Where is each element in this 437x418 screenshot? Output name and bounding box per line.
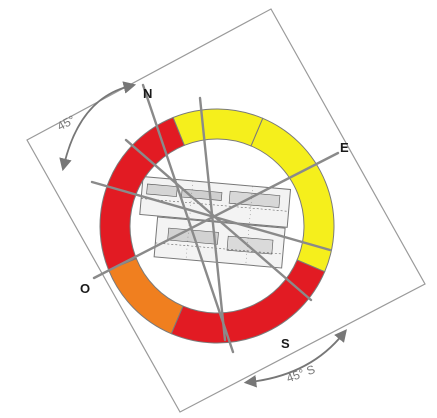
axes — [90, 83, 340, 354]
north-west-segment — [172, 108, 264, 147]
rotation-arrow-bottom — [243, 329, 347, 388]
diagonal-axis-1 — [124, 138, 313, 302]
compass-west-label: O — [80, 281, 90, 296]
compass-south-label: S — [281, 336, 290, 351]
north-south-axis — [141, 83, 235, 354]
diagonal-axis-3 — [90, 180, 332, 252]
east-west-axis — [92, 151, 340, 280]
compass-north-label: N — [143, 86, 152, 101]
diagonal-axis-2 — [198, 96, 227, 342]
rotation-arrow-top — [59, 81, 137, 172]
rotation-label-bottom: 45° S — [284, 362, 316, 385]
orientation-ring — [99, 108, 335, 344]
compass-east-label: E — [340, 140, 349, 155]
